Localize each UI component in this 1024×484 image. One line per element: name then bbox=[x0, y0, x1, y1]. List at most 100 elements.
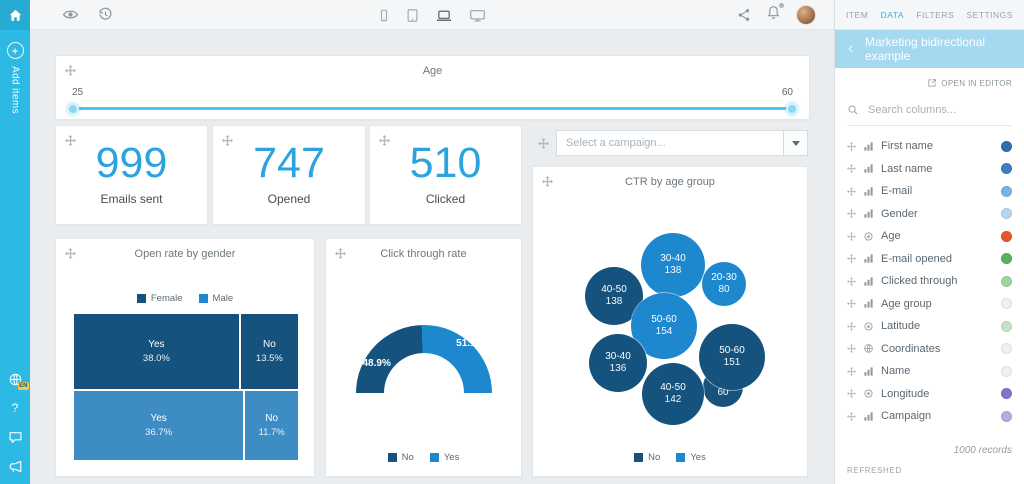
tab-settings[interactable]: SETTINGS bbox=[966, 9, 1013, 20]
column-row[interactable]: Longitude bbox=[835, 383, 1024, 406]
bubble-no-50-60[interactable]: 50-60 151 bbox=[699, 324, 765, 390]
share-button[interactable] bbox=[737, 8, 751, 22]
treemap-cell-male-yes[interactable]: Yes 36.7% bbox=[73, 389, 245, 461]
tab-item[interactable]: ITEM bbox=[846, 9, 869, 20]
age-filter-widget: Age 25 60 bbox=[55, 55, 810, 120]
age-range-slider-track[interactable] bbox=[67, 102, 798, 115]
tab-filters[interactable]: FILTERS bbox=[916, 9, 955, 20]
drag-handle-icon[interactable] bbox=[847, 367, 856, 376]
topbar-left-icons bbox=[30, 6, 113, 23]
columns-list: First name Last name E-mail bbox=[835, 126, 1024, 439]
treemap-cell-female-no[interactable]: No 13.5% bbox=[239, 313, 299, 390]
device-laptop-button[interactable] bbox=[435, 8, 454, 23]
column-row[interactable]: Campaign bbox=[835, 405, 1024, 428]
column-name: Age group bbox=[881, 297, 932, 310]
caret-down-icon[interactable] bbox=[783, 131, 807, 155]
language-button[interactable]: EN bbox=[7, 371, 29, 390]
column-row[interactable]: Age bbox=[835, 225, 1024, 248]
tab-data[interactable]: DATA bbox=[880, 9, 905, 20]
drag-handle-icon[interactable] bbox=[847, 344, 856, 353]
back-icon[interactable] bbox=[845, 43, 857, 55]
column-row[interactable]: E-mail bbox=[835, 180, 1024, 203]
column-row[interactable]: Gender bbox=[835, 203, 1024, 226]
notification-badge bbox=[778, 1, 785, 9]
treemap-cell-male-no[interactable]: No 11.7% bbox=[244, 389, 299, 461]
drag-handle-icon[interactable] bbox=[847, 164, 856, 173]
drag-handle-icon[interactable] bbox=[847, 389, 856, 398]
home-button[interactable] bbox=[0, 0, 30, 30]
preview-eye-button[interactable] bbox=[62, 6, 79, 23]
column-row[interactable]: Clicked through bbox=[835, 270, 1024, 293]
open-in-editor-label: OPEN IN EDITOR bbox=[941, 78, 1012, 88]
drag-handle-icon[interactable] bbox=[847, 187, 856, 196]
column-type-icon bbox=[863, 321, 874, 332]
gauge-value-yes: 51.1% bbox=[456, 338, 485, 349]
move-icon[interactable] bbox=[65, 135, 76, 146]
bubble-no-40-50[interactable]: 40-50 142 bbox=[642, 363, 704, 425]
drag-handle-icon[interactable] bbox=[847, 277, 856, 286]
drag-handle-icon[interactable] bbox=[847, 322, 856, 331]
add-items-label[interactable]: Add items bbox=[9, 66, 21, 115]
bubble-no-40-50[interactable]: 40-50 138 bbox=[585, 267, 643, 325]
slider-handle-left[interactable] bbox=[67, 102, 79, 115]
legend-swatch bbox=[387, 453, 397, 462]
column-color-dot bbox=[1001, 410, 1012, 422]
column-type-icon bbox=[863, 411, 874, 422]
move-icon[interactable] bbox=[65, 65, 76, 76]
column-row[interactable]: Coordinates bbox=[835, 338, 1024, 361]
help-button[interactable]: ? bbox=[11, 401, 19, 415]
drag-handle-icon[interactable] bbox=[847, 232, 856, 241]
legend-item-no[interactable]: No bbox=[387, 452, 414, 463]
dataset-header[interactable]: Marketing bidirectional example bbox=[835, 30, 1024, 68]
open-in-editor-button[interactable]: OPEN IN EDITOR bbox=[835, 68, 1024, 90]
legend-item-male[interactable]: Male bbox=[198, 293, 233, 304]
column-row[interactable]: Latitude bbox=[835, 315, 1024, 338]
legend-item-yes[interactable]: Yes bbox=[429, 452, 459, 463]
move-icon[interactable] bbox=[542, 176, 553, 187]
legend-item-female[interactable]: Female bbox=[136, 293, 183, 304]
move-icon[interactable] bbox=[538, 138, 549, 149]
treemap-cell-female-yes[interactable]: Yes 38.0% bbox=[73, 313, 240, 390]
legend-swatch bbox=[634, 453, 644, 462]
history-button[interactable] bbox=[98, 7, 113, 22]
gauge-chart[interactable]: 48.9% 51.1% bbox=[355, 325, 492, 393]
search-columns-input[interactable] bbox=[866, 103, 1012, 117]
move-icon[interactable] bbox=[335, 248, 346, 259]
drag-handle-icon[interactable] bbox=[847, 209, 856, 218]
user-avatar[interactable] bbox=[796, 4, 816, 25]
column-row[interactable]: E-mail opened bbox=[835, 248, 1024, 271]
column-row[interactable]: First name bbox=[835, 135, 1024, 158]
move-icon[interactable] bbox=[65, 248, 76, 259]
device-tablet-button[interactable] bbox=[406, 8, 420, 23]
column-row[interactable]: Age group bbox=[835, 293, 1024, 316]
column-row[interactable]: Name bbox=[835, 360, 1024, 383]
sidebar-bottom-icons: EN ? bbox=[7, 371, 29, 484]
notifications-button[interactable] bbox=[766, 1, 785, 25]
drag-handle-icon[interactable] bbox=[847, 299, 856, 308]
bubble-no-30-40[interactable]: 30-40 136 bbox=[589, 334, 647, 392]
drag-handle-icon[interactable] bbox=[847, 142, 856, 151]
move-icon[interactable] bbox=[222, 135, 233, 146]
column-color-dot bbox=[1001, 230, 1012, 242]
legend-item-yes[interactable]: Yes bbox=[676, 452, 706, 463]
treemap-chart: Yes 38.0% No 13.5% Yes 36.7% No 11.7% bbox=[73, 313, 299, 461]
slider-handle-right[interactable] bbox=[786, 102, 798, 115]
campaign-select[interactable]: Select a campaign... bbox=[556, 130, 808, 156]
feedback-button[interactable] bbox=[7, 429, 23, 445]
ctr-by-age-group-widget: CTR by age group 30-40 138 20-30 80 40-50 138… bbox=[532, 166, 808, 477]
device-phone-button[interactable] bbox=[378, 8, 391, 23]
bubble-yes-30-40[interactable]: 30-40 138 bbox=[641, 233, 705, 297]
drag-handle-icon[interactable] bbox=[847, 412, 856, 421]
legend-item-no[interactable]: No bbox=[634, 452, 660, 463]
add-items-button[interactable] bbox=[6, 42, 24, 59]
bubble-yes-20-30[interactable]: 20-30 80 bbox=[702, 262, 746, 306]
column-row[interactable]: Last name bbox=[835, 158, 1024, 181]
drag-handle-icon[interactable] bbox=[847, 254, 856, 263]
records-count: 1000 records bbox=[953, 445, 1012, 456]
chart-legend: No Yes bbox=[533, 452, 807, 463]
announcements-button[interactable] bbox=[7, 458, 23, 474]
move-icon[interactable] bbox=[379, 135, 390, 146]
device-desktop-button[interactable] bbox=[469, 8, 487, 23]
click-through-rate-widget: Click through rate 48.9% 51.1% No Yes bbox=[325, 238, 522, 477]
